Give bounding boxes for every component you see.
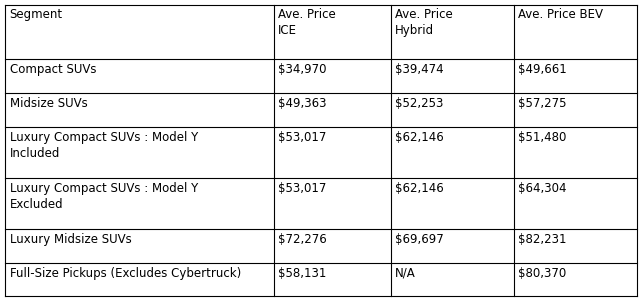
- Text: $51,480: $51,480: [518, 131, 567, 144]
- Text: Luxury Compact SUVs : Model Y
Included: Luxury Compact SUVs : Model Y Included: [10, 131, 198, 160]
- Text: $80,370: $80,370: [518, 267, 567, 280]
- Text: Segment: Segment: [10, 8, 63, 21]
- Text: $82,231: $82,231: [518, 233, 567, 246]
- Text: $53,017: $53,017: [278, 131, 327, 144]
- Text: Ave. Price
ICE: Ave. Price ICE: [278, 8, 336, 37]
- Text: $53,017: $53,017: [278, 182, 327, 195]
- Text: $69,697: $69,697: [395, 233, 444, 246]
- Text: $72,276: $72,276: [278, 233, 327, 246]
- Text: $64,304: $64,304: [518, 182, 567, 195]
- Text: Luxury Midsize SUVs: Luxury Midsize SUVs: [10, 233, 132, 246]
- Text: $58,131: $58,131: [278, 267, 327, 280]
- Text: Compact SUVs: Compact SUVs: [10, 63, 96, 76]
- Text: $62,146: $62,146: [395, 182, 444, 195]
- Text: Ave. Price BEV: Ave. Price BEV: [518, 8, 603, 21]
- Text: $34,970: $34,970: [278, 63, 327, 76]
- Text: $39,474: $39,474: [395, 63, 443, 76]
- Text: $52,253: $52,253: [395, 97, 443, 110]
- Text: Ave. Price
Hybrid: Ave. Price Hybrid: [395, 8, 453, 37]
- Text: Luxury Compact SUVs : Model Y
Excluded: Luxury Compact SUVs : Model Y Excluded: [10, 182, 198, 211]
- Text: $49,661: $49,661: [518, 63, 567, 76]
- Text: $62,146: $62,146: [395, 131, 444, 144]
- Text: Full-Size Pickups (Excludes Cybertruck): Full-Size Pickups (Excludes Cybertruck): [10, 267, 241, 280]
- Text: Midsize SUVs: Midsize SUVs: [10, 97, 88, 110]
- Text: $57,275: $57,275: [518, 97, 567, 110]
- Text: $49,363: $49,363: [278, 97, 327, 110]
- Text: N/A: N/A: [395, 267, 416, 280]
